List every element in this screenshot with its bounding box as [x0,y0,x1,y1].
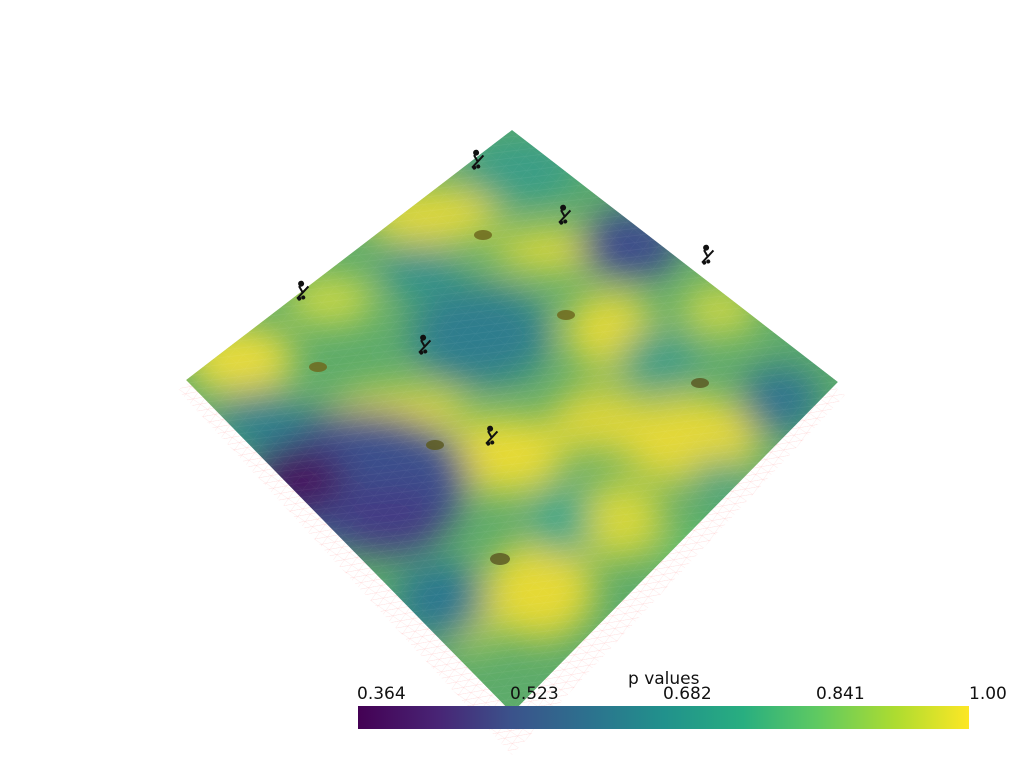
turbine-marker[interactable] [412,333,434,356]
turbine-marker[interactable] [290,279,312,302]
scalar-bar-tick: 0.364 [357,684,406,704]
disc-marker[interactable] [490,553,510,565]
disc-marker[interactable] [557,310,575,320]
scalar-bar-tick: 0.682 [663,684,712,704]
turbine-marker[interactable] [552,203,574,226]
scalar-bar-tick: 0.841 [816,684,865,704]
scalar-bar-tick: 0.523 [510,684,559,704]
scalar-bar [358,706,969,729]
disc-markers [309,230,709,565]
disc-marker[interactable] [426,440,444,450]
turbine-marker[interactable] [695,243,717,266]
disc-marker[interactable] [309,362,327,372]
terrain-surface[interactable] [185,130,838,713]
scalar-bar-tick: 1.00 [969,684,1007,704]
disc-marker[interactable] [691,378,709,388]
disc-marker[interactable] [474,230,492,240]
turbine-marker[interactable] [465,148,487,171]
turbine-markers [290,148,717,447]
turbine-marker[interactable] [479,424,501,447]
scalar-bar-title: p values [628,669,700,689]
